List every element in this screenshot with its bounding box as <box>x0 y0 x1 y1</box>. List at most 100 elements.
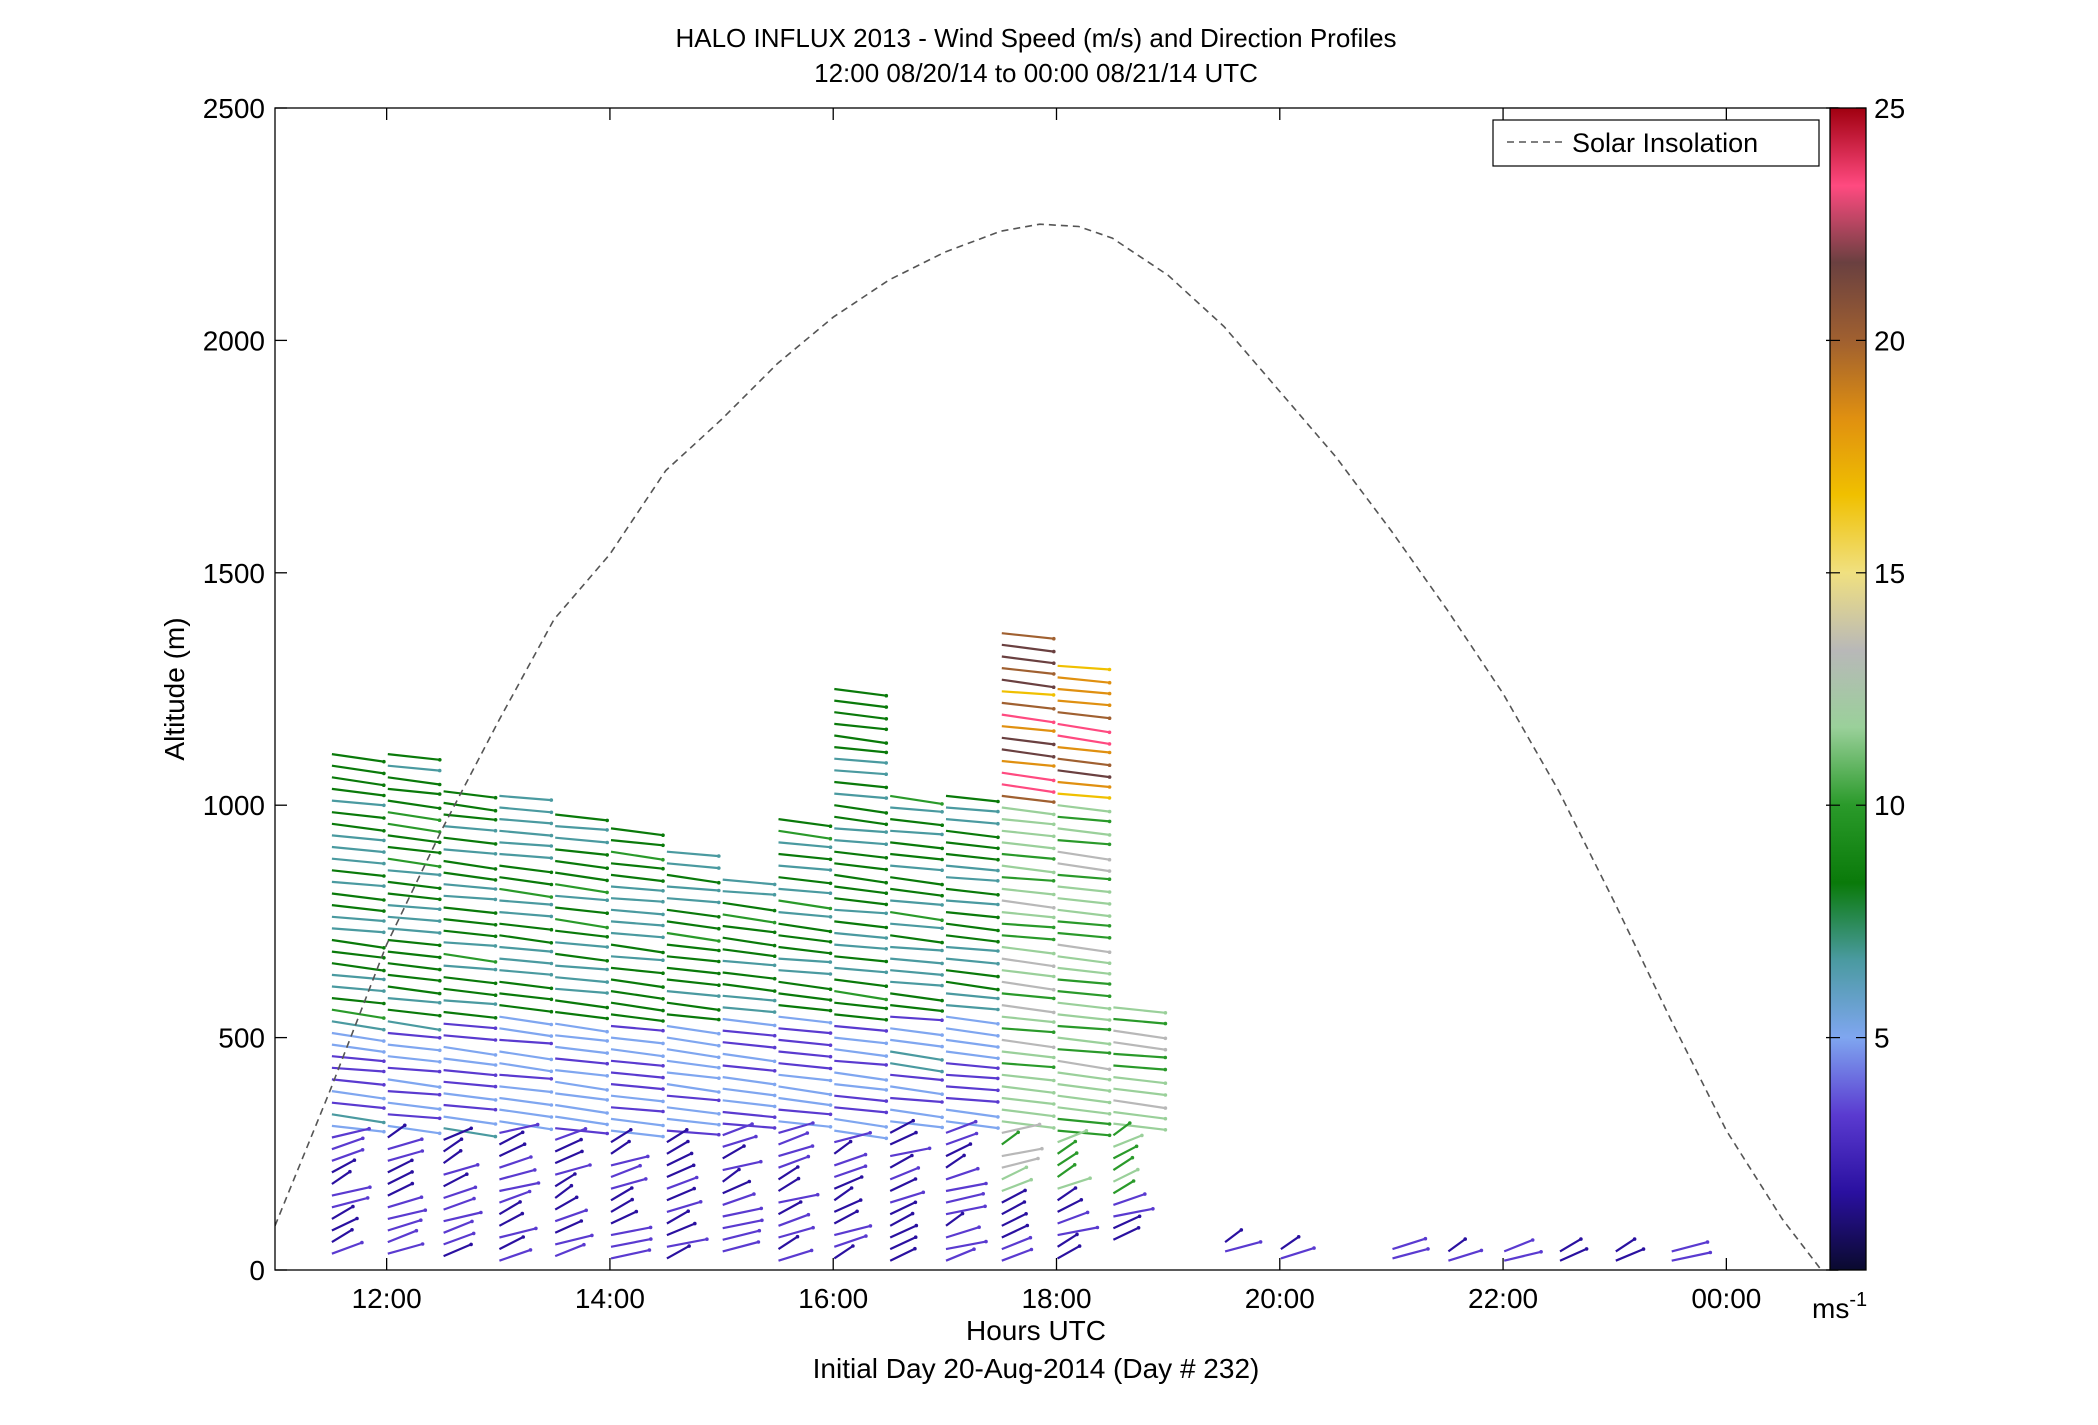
wind-vector <box>555 848 608 856</box>
wind-vector <box>443 906 496 915</box>
wind-vector-head <box>522 1142 527 1146</box>
wind-vector <box>499 794 552 802</box>
wind-vector-head <box>940 940 944 945</box>
wind-vector-head <box>717 1076 721 1080</box>
wind-vector-head <box>1632 1237 1637 1241</box>
wind-vector-head <box>423 1208 428 1212</box>
wind-vector-head <box>382 771 386 776</box>
wind-vector <box>555 883 608 894</box>
wind-vector <box>443 1115 496 1126</box>
wind-vector-head <box>1107 1051 1112 1055</box>
wind-vector <box>443 987 496 997</box>
wind-vector-head <box>634 1209 639 1214</box>
wind-vector-head <box>996 1034 1000 1038</box>
wind-vector <box>610 1129 664 1138</box>
wind-vector <box>555 1057 608 1065</box>
wind-vector-head <box>717 1112 721 1116</box>
wind-vector <box>1057 804 1110 813</box>
wind-vector <box>443 1220 473 1234</box>
wind-vector-head <box>828 1078 833 1083</box>
wind-vector-head <box>605 980 609 984</box>
wind-vector-head <box>1073 1186 1078 1190</box>
wind-vector-head <box>1052 1114 1056 1118</box>
wind-vector <box>555 894 608 902</box>
wind-vector <box>610 1094 664 1103</box>
colorbar-tick-label: 15 <box>1874 558 1905 589</box>
wind-vector-head <box>1163 1036 1168 1041</box>
wind-vector <box>666 966 720 975</box>
wind-vector <box>499 899 552 906</box>
wind-vector <box>610 1226 651 1237</box>
wind-vector-head <box>1539 1250 1543 1254</box>
wind-vector-head <box>1107 833 1112 837</box>
wind-vector-head <box>351 1204 355 1209</box>
wind-vector-head <box>940 1069 944 1074</box>
wind-vector-head <box>382 861 386 866</box>
wind-vector <box>722 1207 762 1218</box>
wind-vector-head <box>828 987 833 991</box>
wind-vector <box>1001 1224 1028 1239</box>
wind-vector <box>554 1234 593 1246</box>
wind-vector <box>443 848 496 855</box>
wind-vector-head <box>493 1134 498 1139</box>
wind-vector <box>722 1029 775 1037</box>
wind-vector-head <box>927 1146 932 1151</box>
wind-vector <box>1001 1038 1054 1049</box>
wind-vector-head <box>1052 1078 1056 1083</box>
wind-vector-head <box>717 1090 721 1094</box>
wind-vector <box>1001 690 1054 696</box>
wind-vector-head <box>996 1126 1000 1130</box>
wind-vector <box>945 922 999 932</box>
wind-vector-head <box>410 1158 414 1163</box>
wind-vector <box>778 922 831 933</box>
wind-vector <box>1001 1123 1040 1134</box>
wind-vector-head <box>479 1210 483 1215</box>
wind-vector <box>1001 1201 1025 1216</box>
wind-vector <box>555 1034 608 1042</box>
wind-vector-head <box>437 907 442 911</box>
colorbar-unit-base: ms <box>1812 1293 1849 1324</box>
wind-vector <box>778 934 831 943</box>
wind-vector-head <box>574 1195 579 1200</box>
wind-vector-head <box>686 1139 690 1144</box>
wind-vector <box>945 1226 980 1239</box>
wind-vector-head <box>437 782 442 787</box>
wind-vector-head <box>1423 1236 1428 1241</box>
wind-vector <box>722 1219 763 1230</box>
wind-vector <box>1057 664 1110 671</box>
wind-vector-head <box>1052 906 1056 910</box>
wind-vector-head <box>1051 693 1056 697</box>
wind-vector-head <box>940 802 944 806</box>
wind-vector <box>834 920 887 929</box>
wind-vector-head <box>605 991 609 995</box>
wind-vector <box>1113 1087 1166 1097</box>
wind-vector <box>1001 1108 1054 1118</box>
wind-vector <box>722 948 775 958</box>
wind-vector-head <box>940 823 944 827</box>
wind-vector <box>778 1073 831 1082</box>
wind-vector-head <box>382 793 386 798</box>
wind-vector-head <box>360 1240 364 1245</box>
wind-vector <box>499 922 552 931</box>
wind-vector-head <box>717 994 721 998</box>
wind-vector-head <box>493 1107 498 1112</box>
wind-vector-head <box>960 1211 965 1216</box>
wind-vector-head <box>996 857 1000 862</box>
wind-vector <box>1057 1001 1110 1010</box>
wind-vector-head <box>493 1122 498 1126</box>
wind-vector <box>778 911 831 918</box>
wind-vector <box>890 876 943 886</box>
wind-vector-head <box>469 1242 473 1247</box>
colorbar-tick-label: 5 <box>1874 1023 1890 1054</box>
wind-vector-head <box>1052 1126 1056 1130</box>
wind-vector <box>722 1087 775 1097</box>
wind-vector-head <box>661 879 665 883</box>
wind-vector-head <box>772 1093 777 1098</box>
wind-vector-head <box>828 1008 833 1013</box>
wind-vector <box>1057 966 1110 975</box>
wind-vector-head <box>549 986 554 991</box>
wind-vector <box>722 1135 757 1148</box>
wind-vector-head <box>1131 1179 1136 1183</box>
wind-vector <box>331 1228 353 1244</box>
colorbar-unit-exponent: -1 <box>1849 1289 1867 1311</box>
